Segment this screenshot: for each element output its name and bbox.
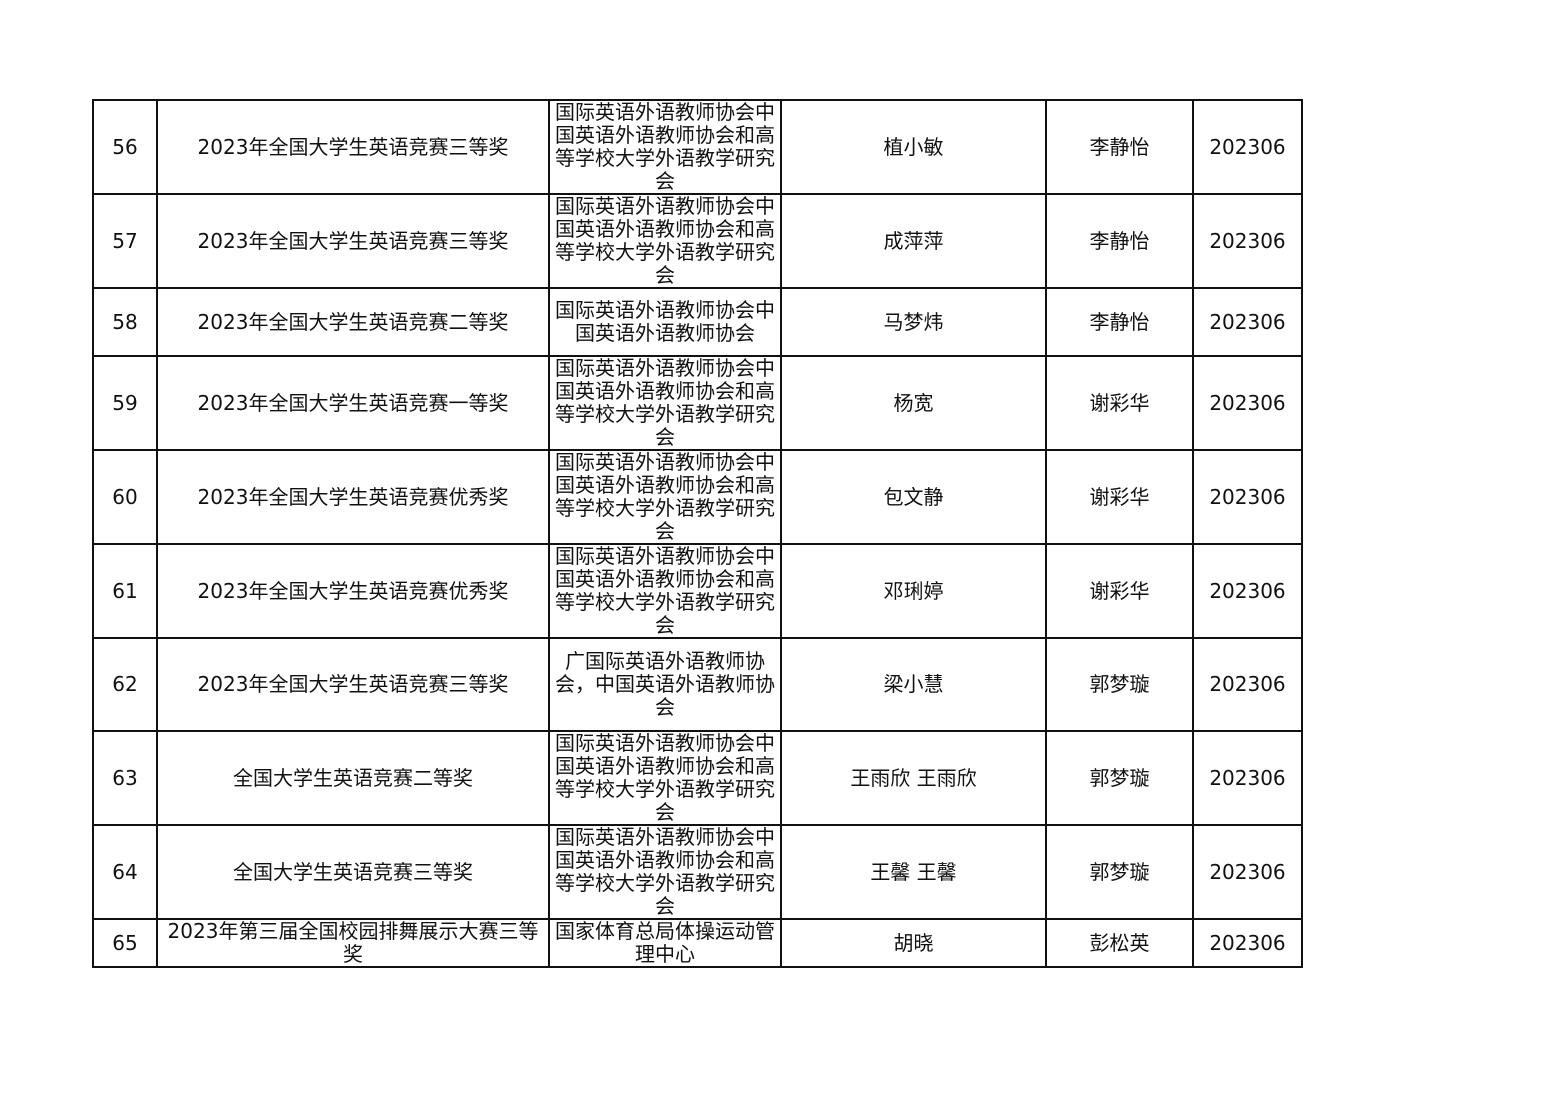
award-date-cell: 202306 [1192,193,1303,289]
issuing-organization-cell: 国家体育总局体操运动管理中心 [548,918,782,968]
award-date-cell: 202306 [1192,355,1303,451]
row-number-cell: 59 [92,355,158,451]
advisor-name-cell: 郭梦璇 [1045,730,1194,826]
award-date-cell: 202306 [1192,918,1303,968]
award-name-cell: 2023年全国大学生英语竞赛三等奖 [156,99,550,195]
issuing-organization-cell: 国际英语外语教师协会中国英语外语教师协会和高等学校大学外语教学研究会 [548,543,782,639]
advisor-name-cell: 郭梦璇 [1045,637,1194,732]
table-row: 59 2023年全国大学生英语竞赛一等奖 国际英语外语教师协会中国英语外语教师协会和… [92,355,1303,451]
issuing-organization-cell: 国际英语外语教师协会中国英语外语教师协会和高等学校大学外语教学研究会 [548,355,782,451]
award-date-cell: 202306 [1192,730,1303,826]
advisor-name-cell: 李静怡 [1045,99,1194,195]
table-row: 62 2023年全国大学生英语竞赛三等奖 广国际英语外语教师协会，中国英语外语教师协… [92,637,1303,732]
student-name-cell: 梁小慧 [780,637,1047,732]
award-name-cell: 2023年全国大学生英语竞赛优秀奖 [156,543,550,639]
student-name-cell: 包文静 [780,449,1047,545]
awards-table: 56 2023年全国大学生英语竞赛三等奖 国际英语外语教师协会中国英语外语教师协会和… [92,99,1303,968]
issuing-organization-cell: 国际英语外语教师协会中国英语外语教师协会和高等学校大学外语教学研究会 [548,99,782,195]
row-number-cell: 58 [92,287,158,357]
advisor-name-cell: 彭松英 [1045,918,1194,968]
row-number-cell: 65 [92,918,158,968]
student-name-cell: 成萍萍 [780,193,1047,289]
table-row: 58 2023年全国大学生英语竞赛二等奖 国际英语外语教师协会中国英语外语教师协会马… [92,287,1303,357]
table-row: 63 全国大学生英语竞赛二等奖 国际英语外语教师协会中国英语外语教师协会和高等学校大… [92,730,1303,826]
student-name-cell: 杨宽 [780,355,1047,451]
student-name-cell: 王雨欣 王雨欣 [780,730,1047,826]
row-number-cell: 62 [92,637,158,732]
student-name-cell: 胡晓 [780,918,1047,968]
award-date-cell: 202306 [1192,449,1303,545]
advisor-name-cell: 谢彩华 [1045,355,1194,451]
award-name-cell: 全国大学生英语竞赛二等奖 [156,730,550,826]
row-number-cell: 60 [92,449,158,545]
issuing-organization-cell: 国际英语外语教师协会中国英语外语教师协会和高等学校大学外语教学研究会 [548,449,782,545]
table-row: 64 全国大学生英语竞赛三等奖 国际英语外语教师协会中国英语外语教师协会和高等学校大… [92,824,1303,920]
row-number-cell: 57 [92,193,158,289]
award-name-cell: 2023年全国大学生英语竞赛一等奖 [156,355,550,451]
table-row: 61 2023年全国大学生英语竞赛优秀奖 国际英语外语教师协会中国英语外语教师协会和… [92,543,1303,639]
advisor-name-cell: 谢彩华 [1045,449,1194,545]
award-name-cell: 2023年全国大学生英语竞赛三等奖 [156,193,550,289]
award-name-cell: 2023年全国大学生英语竞赛优秀奖 [156,449,550,545]
award-name-cell: 2023年全国大学生英语竞赛二等奖 [156,287,550,357]
award-name-cell: 2023年全国大学生英语竞赛三等奖 [156,637,550,732]
table-row: 56 2023年全国大学生英语竞赛三等奖 国际英语外语教师协会中国英语外语教师协会和… [92,99,1303,195]
student-name-cell: 马梦炜 [780,287,1047,357]
table-row: 65 2023年第三届全国校园排舞展示大赛三等奖 国家体育总局体操运动管理中心 胡晓彭… [92,918,1303,968]
award-name-cell: 2023年第三届全国校园排舞展示大赛三等奖 [156,918,550,968]
advisor-name-cell: 李静怡 [1045,287,1194,357]
row-number-cell: 56 [92,99,158,195]
award-name-cell: 全国大学生英语竞赛三等奖 [156,824,550,920]
award-date-cell: 202306 [1192,287,1303,357]
award-date-cell: 202306 [1192,543,1303,639]
issuing-organization-cell: 国际英语外语教师协会中国英语外语教师协会 [548,287,782,357]
issuing-organization-cell: 国际英语外语教师协会中国英语外语教师协会和高等学校大学外语教学研究会 [548,193,782,289]
advisor-name-cell: 李静怡 [1045,193,1194,289]
row-number-cell: 61 [92,543,158,639]
issuing-organization-cell: 广国际英语外语教师协会，中国英语外语教师协会 [548,637,782,732]
award-date-cell: 202306 [1192,637,1303,732]
award-date-cell: 202306 [1192,824,1303,920]
student-name-cell: 邓琍婷 [780,543,1047,639]
issuing-organization-cell: 国际英语外语教师协会中国英语外语教师协会和高等学校大学外语教学研究会 [548,730,782,826]
advisor-name-cell: 郭梦璇 [1045,824,1194,920]
student-name-cell: 王馨 王馨 [780,824,1047,920]
award-date-cell: 202306 [1192,99,1303,195]
table-row: 57 2023年全国大学生英语竞赛三等奖 国际英语外语教师协会中国英语外语教师协会和… [92,193,1303,289]
advisor-name-cell: 谢彩华 [1045,543,1194,639]
issuing-organization-cell: 国际英语外语教师协会中国英语外语教师协会和高等学校大学外语教学研究会 [548,824,782,920]
row-number-cell: 64 [92,824,158,920]
student-name-cell: 植小敏 [780,99,1047,195]
table-row: 60 2023年全国大学生英语竞赛优秀奖 国际英语外语教师协会中国英语外语教师协会和… [92,449,1303,545]
row-number-cell: 63 [92,730,158,826]
